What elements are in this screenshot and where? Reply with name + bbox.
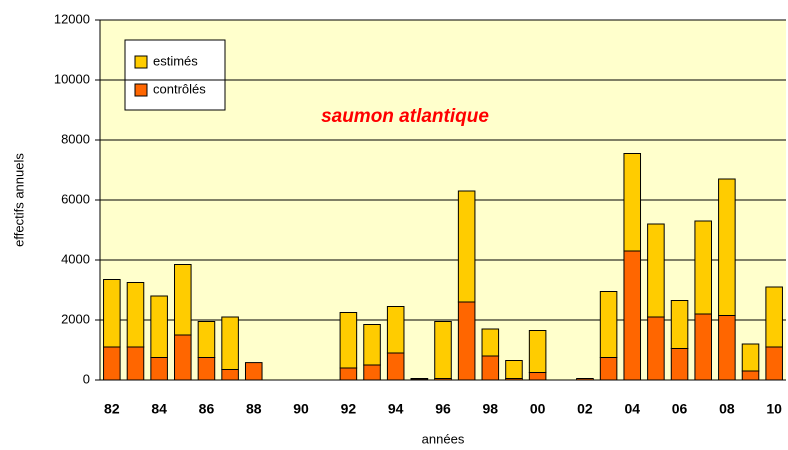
legend-swatch	[134, 83, 148, 97]
bar-segment	[647, 223, 665, 318]
bar-segment	[174, 334, 192, 381]
bar-segment	[528, 372, 547, 381]
bar-segment	[741, 343, 760, 372]
x-tick-label: 84	[151, 401, 167, 417]
x-tick-label: 82	[104, 401, 120, 417]
bar-segment	[386, 306, 405, 354]
legend-swatch	[134, 55, 148, 69]
bar-segment	[670, 300, 689, 349]
bar-segment	[741, 370, 760, 381]
y-axis-title: effectifs annuels	[11, 153, 26, 247]
bar-segment	[363, 324, 381, 366]
chart-title: saumon atlantique	[321, 106, 489, 127]
bar-segment	[150, 357, 168, 381]
bar-segment	[126, 282, 145, 348]
bar-segment	[623, 153, 642, 252]
x-tick-label: 98	[483, 401, 499, 417]
bar-segment	[434, 321, 452, 379]
bar-segment	[765, 286, 783, 348]
bar-segment	[457, 190, 476, 303]
bar-segment	[481, 355, 500, 381]
x-axis-title: années	[422, 431, 465, 446]
bar-segment	[694, 220, 712, 315]
bar-segment	[457, 301, 476, 381]
bar-segment	[221, 316, 239, 370]
bar-segment	[103, 279, 121, 348]
x-tick-label: 90	[293, 401, 309, 417]
x-tick-label: 92	[341, 401, 357, 417]
x-tick-label: 86	[199, 401, 215, 417]
legend-label: estimés	[153, 53, 198, 68]
y-tick-label: 2000	[61, 311, 90, 326]
legend: estimés contrôlés	[124, 39, 226, 111]
bar-segment	[126, 346, 145, 381]
bar-segment	[670, 348, 689, 381]
bar-segment	[694, 313, 712, 381]
y-tick-label: 0	[83, 371, 90, 386]
y-tick-label: 8000	[61, 131, 90, 146]
y-tick-label: 10000	[54, 71, 90, 86]
y-tick-label: 4000	[61, 251, 90, 266]
bar-segment	[339, 367, 358, 381]
bar-segment	[528, 330, 547, 373]
x-tick-label: 96	[435, 401, 451, 417]
x-tick-label: 06	[672, 401, 688, 417]
bar-segment	[718, 315, 736, 381]
bar-segment	[197, 321, 216, 358]
bar-segment	[623, 250, 642, 381]
bar-segment	[647, 316, 665, 381]
bar-segment	[599, 291, 618, 358]
y-tick-label: 6000	[61, 191, 90, 206]
x-tick-label: 94	[388, 401, 404, 417]
x-tick-label: 02	[577, 401, 593, 417]
bar-segment	[599, 357, 618, 381]
bar-segment	[765, 346, 783, 381]
x-tick-label: 88	[246, 401, 262, 417]
legend-box	[124, 39, 226, 111]
bar-segment	[339, 312, 358, 369]
bar-segment	[718, 178, 736, 316]
bar-segment	[481, 328, 500, 357]
bar-segment	[150, 295, 168, 358]
bar-segment	[103, 346, 121, 381]
bar-segment	[197, 357, 216, 381]
x-tick-label: 10	[766, 401, 782, 417]
y-tick-label: 12000	[54, 11, 90, 26]
bar-segment	[244, 362, 263, 381]
legend-label: contrôlés	[153, 81, 206, 96]
bar-segment	[386, 352, 405, 381]
x-tick-label: 04	[624, 401, 640, 417]
bar-segment	[221, 369, 239, 381]
bar-segment	[363, 364, 381, 381]
bar-segment	[505, 360, 523, 379]
x-tick-label: 00	[530, 401, 546, 417]
x-tick-label: 08	[719, 401, 735, 417]
bar-segment	[174, 264, 192, 336]
